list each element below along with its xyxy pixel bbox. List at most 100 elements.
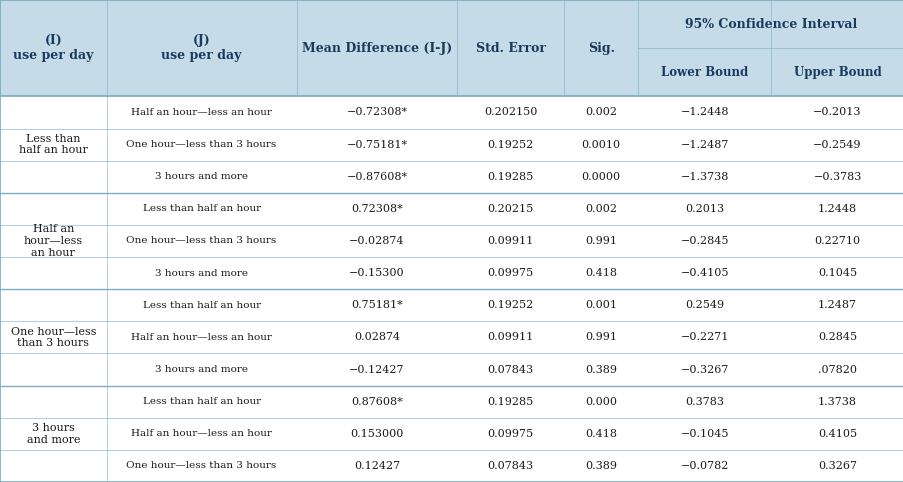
Text: Less than half an hour: Less than half an hour — [143, 397, 260, 406]
Text: Std. Error: Std. Error — [475, 42, 545, 54]
Text: 1.3738: 1.3738 — [817, 397, 856, 407]
Bar — [457, 257, 563, 289]
Text: 0.12427: 0.12427 — [353, 461, 400, 471]
Text: −0.72308*: −0.72308* — [346, 107, 407, 118]
Bar — [563, 96, 638, 129]
Text: −0.02874: −0.02874 — [349, 236, 405, 246]
Bar — [770, 96, 903, 129]
Bar — [107, 96, 296, 129]
Bar — [638, 96, 770, 129]
Bar — [457, 129, 563, 161]
Text: 0.3783: 0.3783 — [684, 397, 723, 407]
Text: −0.2549: −0.2549 — [813, 140, 861, 149]
Text: −1.2487: −1.2487 — [680, 140, 728, 149]
Text: −1.2448: −1.2448 — [680, 107, 728, 118]
Bar — [107, 418, 296, 450]
Text: 0.72308*: 0.72308* — [350, 204, 403, 214]
Bar — [563, 386, 638, 418]
Bar — [457, 225, 563, 257]
Bar — [457, 193, 563, 225]
Bar — [0, 193, 107, 289]
Bar — [107, 161, 296, 193]
Bar — [457, 450, 563, 482]
Bar — [638, 0, 903, 48]
Bar — [0, 289, 107, 386]
Bar — [107, 257, 296, 289]
Text: −0.4105: −0.4105 — [680, 268, 728, 278]
Text: .07820: .07820 — [817, 364, 856, 375]
Bar — [638, 353, 770, 386]
Text: 0.07843: 0.07843 — [487, 364, 534, 375]
Bar — [638, 193, 770, 225]
Text: (I)
use per day: (I) use per day — [14, 34, 93, 62]
Text: −0.2845: −0.2845 — [680, 236, 728, 246]
Text: (J)
use per day: (J) use per day — [162, 34, 241, 62]
Text: 0.09975: 0.09975 — [487, 268, 534, 278]
Bar — [107, 289, 296, 321]
Bar — [563, 257, 638, 289]
Bar — [296, 193, 457, 225]
Text: 0.3267: 0.3267 — [817, 461, 856, 471]
Bar — [770, 450, 903, 482]
Bar — [296, 386, 457, 418]
Bar — [296, 257, 457, 289]
Bar — [0, 96, 107, 193]
Bar — [296, 353, 457, 386]
Text: 0.2013: 0.2013 — [684, 204, 723, 214]
Bar — [296, 96, 457, 129]
Text: Lower Bound: Lower Bound — [660, 66, 748, 79]
Text: 0.153000: 0.153000 — [349, 429, 404, 439]
Bar — [296, 321, 457, 353]
Bar — [563, 321, 638, 353]
Text: 3 hours and more: 3 hours and more — [155, 172, 247, 181]
Text: 0.4105: 0.4105 — [817, 429, 856, 439]
Bar — [296, 0, 457, 96]
Text: 0.202150: 0.202150 — [483, 107, 537, 118]
Bar — [563, 450, 638, 482]
Text: Half an
hour—less
an hour: Half an hour—less an hour — [23, 225, 83, 257]
Bar — [638, 418, 770, 450]
Bar — [296, 129, 457, 161]
Text: One hour—less
than 3 hours: One hour—less than 3 hours — [11, 327, 96, 348]
Bar — [296, 225, 457, 257]
Bar — [638, 450, 770, 482]
Text: 95% Confidence Interval: 95% Confidence Interval — [684, 18, 856, 30]
Text: 1.2448: 1.2448 — [817, 204, 856, 214]
Text: −1.3738: −1.3738 — [680, 172, 728, 182]
Bar — [457, 161, 563, 193]
Text: 3 hours and more: 3 hours and more — [155, 268, 247, 278]
Bar — [563, 289, 638, 321]
Bar — [0, 0, 107, 96]
Bar — [296, 161, 457, 193]
Text: 0.22710: 0.22710 — [814, 236, 860, 246]
Text: 0.1045: 0.1045 — [817, 268, 856, 278]
Bar — [770, 353, 903, 386]
Bar — [457, 418, 563, 450]
Bar — [638, 161, 770, 193]
Text: −0.3783: −0.3783 — [813, 172, 861, 182]
Text: 0.389: 0.389 — [584, 364, 617, 375]
Text: 0.000: 0.000 — [584, 397, 617, 407]
Bar — [563, 353, 638, 386]
Text: −0.1045: −0.1045 — [680, 429, 728, 439]
Bar — [638, 225, 770, 257]
Bar — [638, 129, 770, 161]
Bar — [457, 0, 563, 96]
Text: −0.12427: −0.12427 — [349, 364, 405, 375]
Text: −0.0782: −0.0782 — [680, 461, 728, 471]
Text: 0.991: 0.991 — [584, 333, 617, 342]
Bar — [0, 386, 107, 482]
Text: 0.19285: 0.19285 — [487, 172, 534, 182]
Bar — [563, 225, 638, 257]
Bar — [107, 129, 296, 161]
Text: 0.418: 0.418 — [584, 268, 617, 278]
Text: Less than half an hour: Less than half an hour — [143, 204, 260, 214]
Text: One hour—less than 3 hours: One hour—less than 3 hours — [126, 461, 276, 470]
Text: Mean Difference (I-J): Mean Difference (I-J) — [302, 42, 452, 54]
Text: Half an hour—less an hour: Half an hour—less an hour — [131, 333, 272, 342]
Text: 0.19285: 0.19285 — [487, 397, 534, 407]
Bar — [770, 321, 903, 353]
Bar — [457, 321, 563, 353]
Text: 0.19252: 0.19252 — [487, 300, 534, 310]
Text: 3 hours and more: 3 hours and more — [155, 365, 247, 374]
